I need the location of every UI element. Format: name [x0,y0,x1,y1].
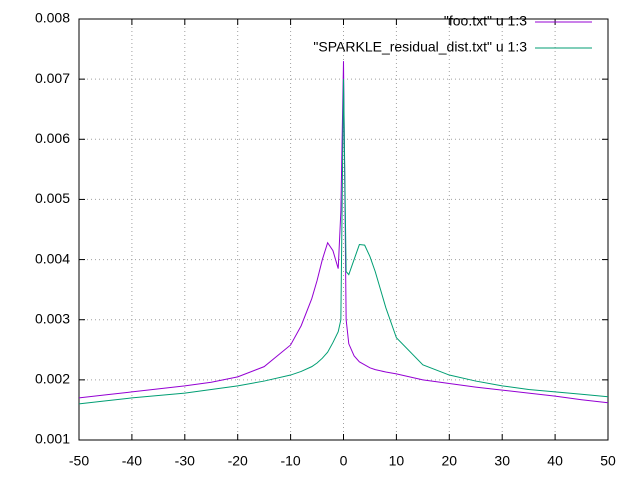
x-tick-label: -10 [280,453,300,469]
plot-border [78,18,609,441]
x-tick-label: 20 [442,453,458,469]
legend-label: "foo.txt" u 1:3 [444,13,527,29]
y-tick-label: 0.007 [35,70,70,86]
legend-label: "SPARKLE_residual_dist.txt" u 1:3 [313,39,527,55]
y-tick-label: 0.005 [35,190,70,206]
series-line [78,79,609,405]
x-tick-label: 40 [547,453,563,469]
y-tick-label: 0.003 [35,310,70,326]
y-tick-label: 0.008 [35,10,70,26]
x-tick-label: -30 [175,453,195,469]
y-tick-label: 0.002 [35,371,70,387]
x-tick-label: 30 [494,453,510,469]
x-tick-label: 10 [389,453,405,469]
x-tick-label: 0 [340,453,348,469]
x-tick-label: -50 [69,453,89,469]
y-tick-label: 0.004 [35,250,70,266]
x-tick-label: 50 [600,453,616,469]
x-tick-label: -20 [228,453,248,469]
x-tick-label: -40 [122,453,142,469]
y-tick-label: 0.006 [35,130,70,146]
series-line [78,61,609,404]
y-tick-label: 0.001 [35,431,70,447]
